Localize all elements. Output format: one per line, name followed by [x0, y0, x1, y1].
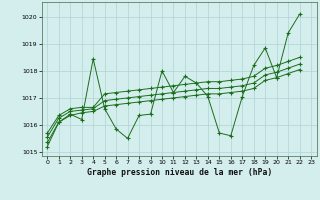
X-axis label: Graphe pression niveau de la mer (hPa): Graphe pression niveau de la mer (hPa)	[87, 168, 272, 177]
